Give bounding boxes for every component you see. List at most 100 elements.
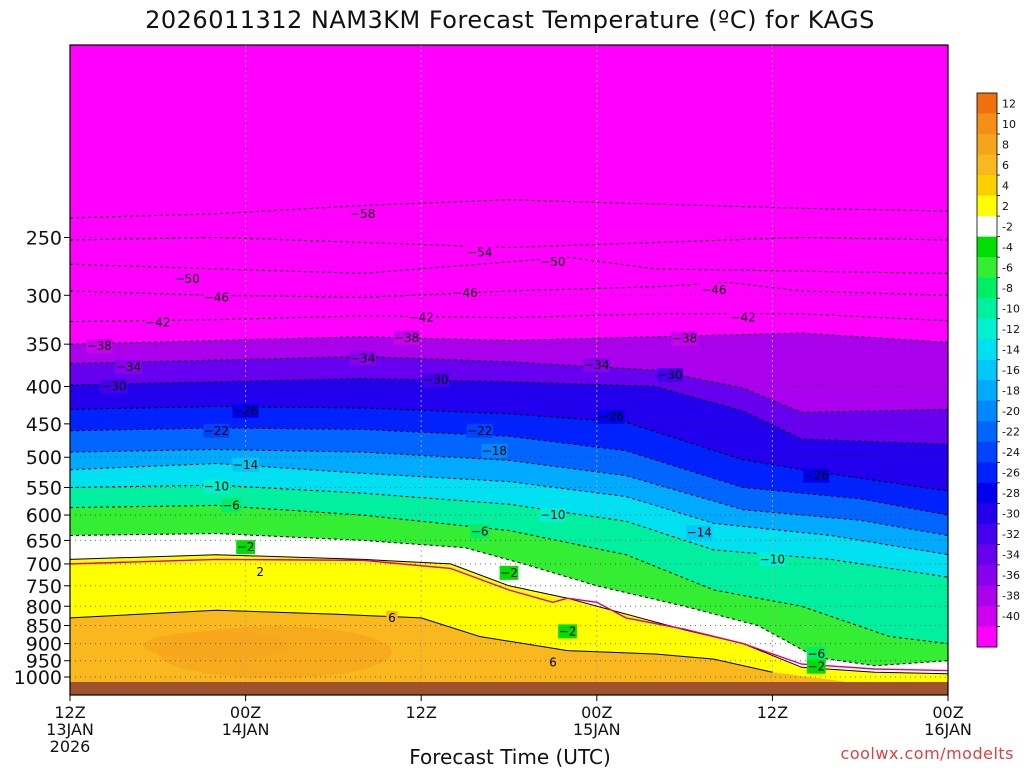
x-tick-label: 00Z: [932, 703, 963, 722]
isotherm-label: −30: [101, 380, 126, 394]
colorbar-swatch: [977, 93, 997, 115]
y-axis: 2503003504004505005506006507007508008509…: [14, 227, 70, 689]
isotherm-label: 2: [256, 565, 264, 579]
colorbar-swatch: [977, 236, 997, 258]
isotherm-6: [70, 609, 773, 673]
isotherm-label-bg: [547, 655, 559, 670]
isotherm-label-bg: [583, 358, 610, 373]
isotherm-label-bg: [598, 409, 625, 424]
isotherm-label: 6: [388, 611, 396, 625]
isotherm-label: −50: [174, 272, 199, 286]
isotherm-label: −42: [730, 311, 755, 325]
y-tick-label: 900: [26, 634, 62, 656]
colorbar-swatch: [977, 339, 997, 361]
colorbar-swatch: [977, 400, 997, 422]
isotherm-label: −14: [687, 526, 712, 540]
colorbar-label: -28: [1002, 487, 1020, 500]
isotherm-label: −26: [599, 410, 624, 424]
isotherm-label: −34: [584, 358, 609, 372]
x-tick-label: 2026: [50, 737, 91, 756]
x-tick-label: 12Z: [757, 703, 788, 722]
x-tick-label: 15JAN: [573, 720, 621, 739]
isotherm-label: −10: [204, 479, 229, 493]
isotherm-label: −30: [423, 373, 448, 387]
isotherm-label: −34: [116, 360, 141, 374]
isotherm--50: [70, 256, 948, 274]
plot-area: −58−54−50−50−46 −46 −46−42 −42 −42−38−38 −38−…: [70, 45, 948, 695]
isotherm-label: −22: [204, 424, 229, 438]
colorbar-frame: [976, 92, 998, 648]
isotherm--18: [70, 448, 948, 536]
colorbar-label: -18: [1002, 385, 1020, 398]
isotherm-label: −30: [657, 368, 682, 382]
isotherm-label-bg: [481, 443, 508, 458]
colorbar-swatch: [977, 154, 997, 176]
isotherm-label: −46: [204, 290, 229, 304]
isotherm-label: −46: [452, 286, 477, 300]
isotherm-label: −26: [804, 469, 829, 483]
isotherm-label: −54: [467, 245, 492, 259]
colorbar-label: -22: [1002, 426, 1020, 439]
x-tick-label: 14JAN: [222, 720, 270, 739]
isotherm--54: [70, 236, 948, 249]
x-tick-label: 00Z: [581, 703, 612, 722]
isotherm-label: −34: [350, 351, 375, 365]
colorbar-swatch: [977, 175, 997, 197]
colorbar-swatch: [977, 216, 997, 238]
colorbar-swatch: [977, 113, 997, 135]
isotherm-label: −2: [237, 540, 255, 554]
isotherm-label-bg: [499, 565, 519, 580]
isotherm-label-bg: [349, 351, 376, 366]
colorbar-label: 2: [1002, 200, 1009, 213]
isotherm-label-bg: [539, 254, 566, 269]
isotherm-label-bg: [254, 564, 266, 579]
colorbar-swatch: [977, 523, 997, 545]
y-tick-label: 250: [26, 227, 62, 249]
isotherm-label: −38: [394, 331, 419, 345]
isotherm-label-bg: [203, 479, 230, 494]
y-tick-label: 550: [26, 477, 62, 499]
colorbar-swatch: [977, 585, 997, 607]
y-tick-label: 700: [26, 554, 62, 576]
colorbar-swatch: [977, 298, 997, 320]
colorbar-label: -36: [1002, 569, 1020, 582]
isotherm-label-bg: [408, 310, 435, 325]
y-tick-label: 800: [26, 596, 62, 618]
isotherm-label-bg: [466, 245, 493, 260]
isotherm-label: −6: [471, 525, 489, 539]
isotherm-label-bg: [656, 368, 684, 383]
isotherm-label-bg: [349, 206, 376, 221]
isotherm-label-bg: [393, 330, 420, 345]
colorbar-swatch: [977, 441, 997, 463]
colorbar-swatch: [977, 462, 997, 484]
y-tick-label: 500: [26, 447, 62, 469]
isotherm-label-bg: [539, 508, 566, 523]
colorbar-label: -34: [1002, 549, 1020, 562]
x-tick-label: 12Z: [54, 703, 85, 722]
isotherm-label-bg: [115, 359, 142, 374]
isotherm-label-bg: [232, 457, 259, 472]
isotherm-label-bg: [686, 525, 713, 540]
isotherm-label: −10: [540, 508, 565, 522]
isotherm-label-bg: [173, 272, 201, 287]
x-axis-title: Forecast Time (UTC): [409, 745, 611, 768]
colorbar-label: -16: [1002, 364, 1020, 377]
colorbar-swatch: [977, 318, 997, 340]
isotherm-label-bg: [466, 423, 493, 438]
isotherm--22: [70, 427, 948, 516]
isotherm-label: −42: [145, 316, 170, 330]
isotherm-label: −38: [672, 332, 697, 346]
colorbar-label: -6: [1002, 261, 1013, 274]
isotherm--6: [70, 504, 948, 645]
warm-pocket-1: [143, 631, 290, 660]
colorbar-label: -26: [1002, 467, 1020, 480]
colorbar-label: 6: [1002, 159, 1009, 172]
isotherm-label: −42: [409, 311, 434, 325]
colorbar-swatch: [977, 482, 997, 504]
isotherm-label: −38: [87, 339, 112, 353]
colorbar-swatch: [977, 564, 997, 586]
y-tick-label: 350: [26, 334, 62, 356]
ground-band: [70, 682, 948, 695]
colorbar-swatch: [977, 195, 997, 217]
